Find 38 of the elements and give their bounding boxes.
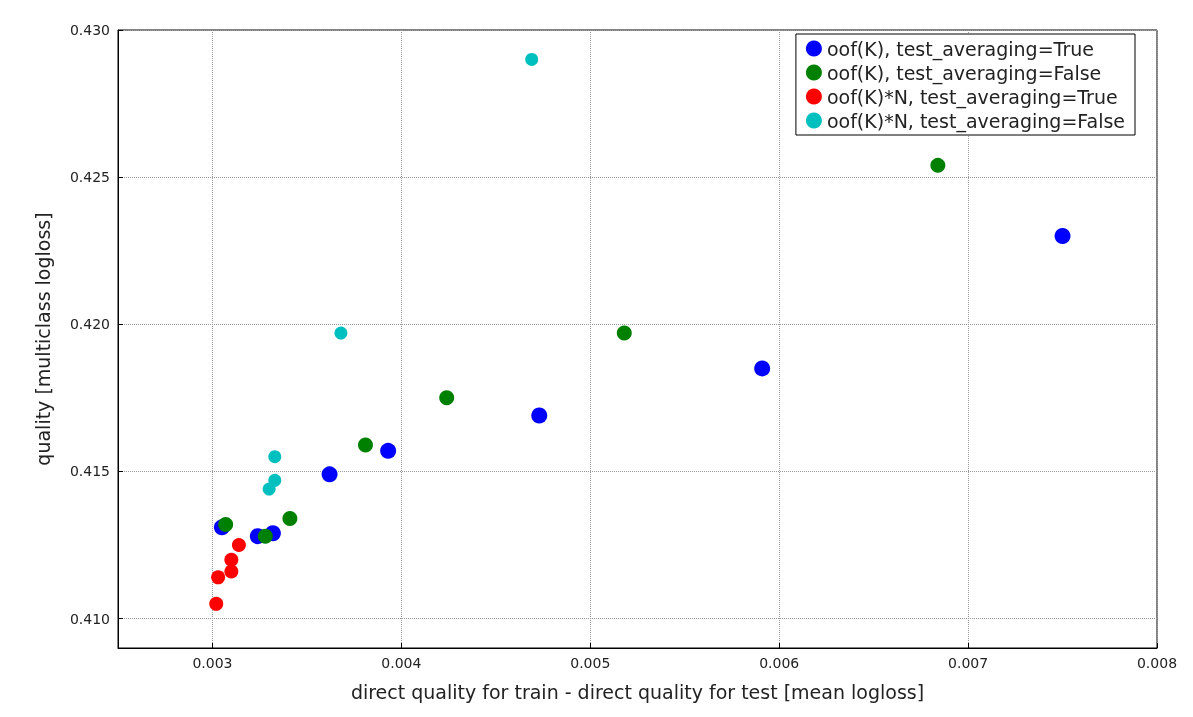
point: [380, 442, 397, 459]
point: [321, 466, 338, 483]
x-tick-label: 0.008: [1136, 655, 1178, 671]
point: [525, 52, 539, 66]
point: [224, 564, 239, 579]
point: [224, 552, 239, 567]
y-tick-label: 0.420: [69, 316, 110, 333]
point: [616, 325, 632, 341]
y-tick-label: 0.410: [69, 610, 110, 627]
y-axis-title: quality [multiclass logloss]: [31, 212, 54, 466]
x-axis-title: direct quality for train - direct quality for test [mean logloss]: [350, 680, 925, 703]
point: [218, 516, 234, 532]
x-tick-label: 0.005: [570, 655, 611, 671]
point: [209, 596, 224, 611]
legend-label: oof(K), test_averaging=False: [826, 61, 1102, 85]
point: [268, 450, 282, 464]
point: [257, 528, 273, 544]
x-tick-label: 0.006: [759, 655, 800, 671]
point: [930, 157, 946, 173]
x-tick-label: 0.007: [948, 655, 989, 671]
point: [439, 390, 455, 406]
point: [754, 360, 771, 377]
y-tick-label: 0.415: [69, 463, 110, 480]
point: [282, 511, 298, 527]
y-tick-label: 0.425: [69, 169, 110, 186]
point: [334, 326, 348, 340]
x-tick-label: 0.004: [381, 655, 422, 671]
point: [262, 482, 276, 496]
x-tick-label: 0.003: [192, 655, 233, 671]
legend-label: oof(K), test_averaging=True: [826, 37, 1094, 61]
point: [1054, 228, 1071, 244]
point: [211, 570, 226, 585]
point: [231, 538, 246, 552]
legend-label: oof(K)*N, test_averaging=False: [826, 109, 1125, 133]
point: [357, 437, 373, 453]
legend-label: oof(K)*N, test_averaging=True: [826, 85, 1118, 109]
point: [531, 407, 548, 424]
y-tick-label: 0.430: [69, 22, 110, 38]
